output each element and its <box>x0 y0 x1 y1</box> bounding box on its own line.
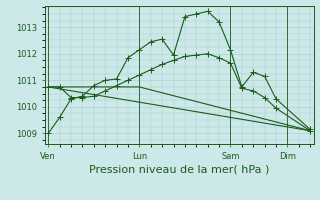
X-axis label: Pression niveau de la mer( hPa ): Pression niveau de la mer( hPa ) <box>89 165 269 175</box>
